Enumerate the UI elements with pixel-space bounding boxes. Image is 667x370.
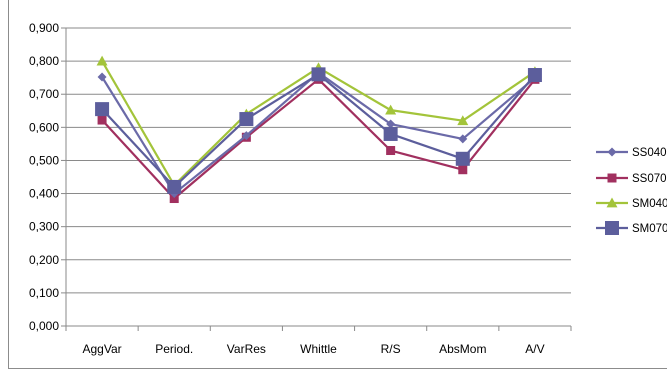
data-point [457,115,469,126]
y-axis: 0,000 0,100 0,200 0,300 0,400 0,500 0,600 0,700… [29,21,67,333]
series-group [95,55,542,204]
y-tick-label: 0,600 [29,120,59,134]
legend-item: SM0406 [596,197,667,210]
y-tick-label: 0,000 [29,319,59,333]
x-tick-label: AbsMom [439,342,486,356]
x-tick-label: R/S [381,342,401,356]
data-point [527,68,542,83]
series-line [101,71,536,195]
data-point [455,151,470,166]
legend-label: SS0406 [632,147,667,159]
data-point [607,147,617,157]
y-tick-label: 0,200 [29,253,59,267]
data-point [385,104,397,115]
legend-label: SM0406 [632,198,667,210]
legend: SS0406 SS0709 SM0406 SM0709 [596,147,667,235]
x-tick-label: Period. [155,342,193,356]
y-tick-label: 0,700 [29,87,59,101]
legend-item: SS0709 [596,173,667,185]
data-point [241,131,251,141]
y-tick-label: 0,800 [29,54,59,68]
data-point [311,67,326,82]
x-tick-label: A/V [525,342,544,356]
legend-item: SM0709 [596,221,667,235]
legend-label: SM0709 [632,223,667,235]
data-point [97,72,107,82]
data-point [383,126,398,141]
series-sm0709 [95,67,542,194]
data-point [607,173,617,183]
y-tick-label: 0,300 [29,220,59,234]
series-line [101,73,536,189]
series-ss0406 [97,68,540,199]
data-point [458,134,468,144]
legend-item: SS0406 [596,147,667,159]
data-point [169,194,179,204]
legend-label: SS0709 [632,173,667,185]
y-tick-label: 0,500 [29,153,59,167]
chart-frame [8,0,667,369]
y-tick-label: 0,400 [29,187,59,201]
data-point [458,165,468,175]
x-tick-label: AggVar [83,342,122,356]
data-point [386,146,396,156]
y-tick-label: 0,900 [29,21,59,35]
data-point [167,179,182,194]
data-point [95,102,110,117]
x-tick-label: VarRes [227,342,266,356]
data-point [239,112,254,127]
x-tick-label: Whittle [300,342,337,356]
data-point [606,197,618,208]
data-point [386,119,396,129]
x-axis: AggVar Period. VarRes Whittle R/S AbsMom A/V [65,325,572,356]
y-tick-label: 0,100 [29,286,59,300]
data-point [97,115,107,125]
data-point [96,55,108,66]
data-point [605,221,619,235]
